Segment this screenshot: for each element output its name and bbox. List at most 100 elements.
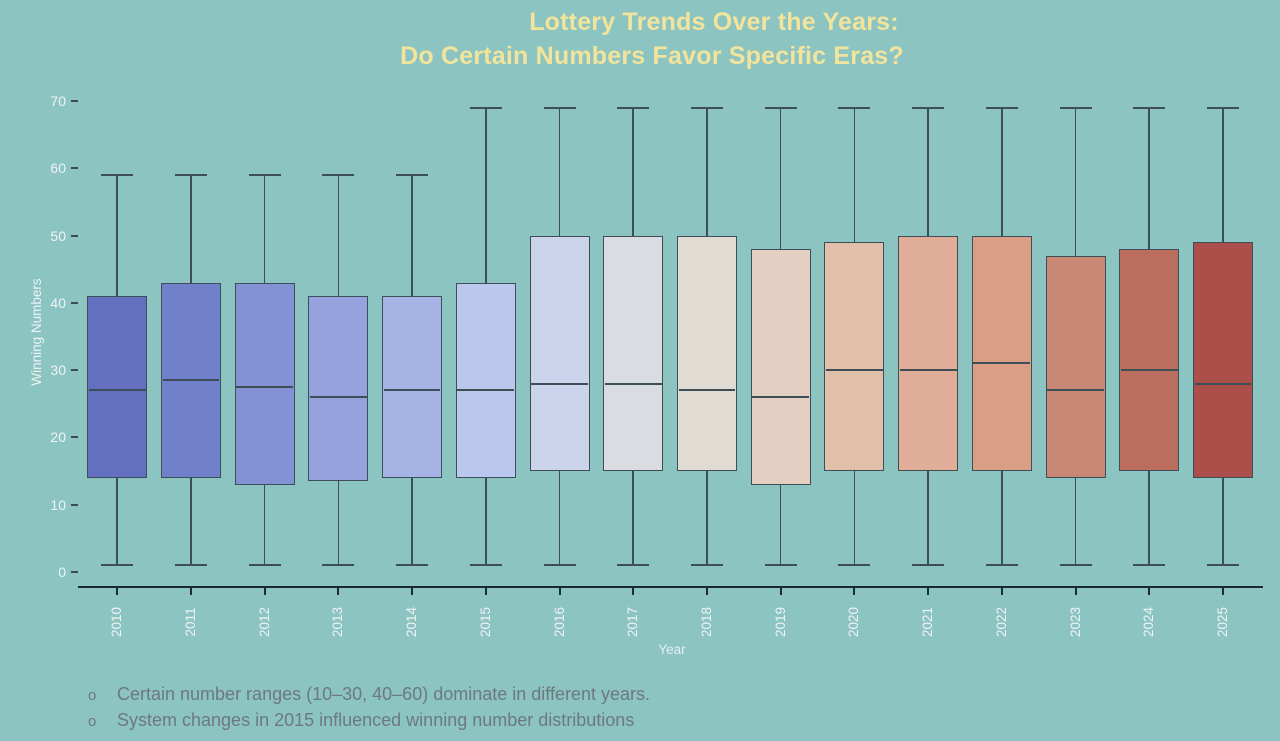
whisker-cap-top-2014 <box>396 174 429 176</box>
box-2018 <box>676 235 737 472</box>
median-2023 <box>1047 389 1104 392</box>
median-2014 <box>383 389 441 392</box>
whisker-cap-top-2012 <box>248 174 281 176</box>
x-tick-mark-2017 <box>632 588 635 595</box>
median-2022 <box>973 362 1031 365</box>
median-2024 <box>1120 369 1178 372</box>
x-tick-mark-2011 <box>189 588 192 595</box>
x-tick-mark-2022 <box>1000 588 1003 595</box>
x-tick-mark-2014 <box>411 588 414 595</box>
x-tick-label-2017: 2017 <box>625 606 641 638</box>
median-2018 <box>678 389 736 392</box>
median-2013 <box>309 396 367 399</box>
y-tick-label: 40 <box>50 294 66 311</box>
x-tick-label-2021: 2021 <box>920 606 936 638</box>
whisker-cap-bottom-2017 <box>617 564 650 567</box>
whisker-cap-top-2022 <box>985 106 1018 109</box>
x-tick-mark-2013 <box>337 588 340 595</box>
x-tick-label-2025: 2025 <box>1215 606 1230 638</box>
box-2014 <box>382 296 443 478</box>
whisker-cap-top-2018 <box>690 106 723 109</box>
x-tick-label-2016: 2016 <box>551 606 567 638</box>
y-tick-mark <box>71 436 78 439</box>
x-axis-label: Year <box>658 642 686 657</box>
x-tick-label-2018: 2018 <box>698 606 714 638</box>
median-2010 <box>88 389 146 392</box>
bullet-icon: o <box>88 713 97 730</box>
x-tick-label-2015: 2015 <box>477 606 493 638</box>
whisker-cap-top-2015 <box>469 106 502 109</box>
x-tick-mark-2020 <box>853 588 856 595</box>
median-2019 <box>752 396 810 399</box>
annotation-line-2: o System changes in 2015 influenced winni… <box>88 710 634 731</box>
whisker-cap-bottom-2022 <box>985 564 1018 567</box>
whisker-cap-bottom-2018 <box>690 564 723 567</box>
y-tick-mark <box>71 503 78 506</box>
x-tick-mark-2019 <box>779 588 782 595</box>
box-2013 <box>308 296 369 482</box>
x-tick-mark-2012 <box>263 588 266 595</box>
y-tick-label: 70 <box>50 93 66 109</box>
y-tick-mark <box>71 167 78 170</box>
x-tick-mark-2021 <box>927 588 930 595</box>
annotation-text: System changes in 2015 influenced winnin… <box>117 710 635 730</box>
chart-title-line-1: Lottery Trends Over the Years: <box>529 8 899 36</box>
x-tick-mark-2023 <box>1074 588 1077 595</box>
x-tick-mark-2010 <box>116 588 119 595</box>
y-tick-mark <box>71 234 78 237</box>
whisker-cap-bottom-2011 <box>174 564 207 567</box>
median-2017 <box>604 382 662 385</box>
whisker-cap-top-2020 <box>838 106 871 109</box>
whisker-cap-bottom-2021 <box>912 564 945 567</box>
whisker-cap-top-2019 <box>764 106 797 109</box>
x-tick-mark-2018 <box>705 588 708 595</box>
median-2015 <box>457 389 515 392</box>
box-2010 <box>87 296 148 478</box>
box-2016 <box>529 235 590 472</box>
annotation-line-1: o Certain number ranges (10–30, 40–60) do… <box>88 684 650 705</box>
y-tick-label: 50 <box>50 227 66 244</box>
y-tick-label: 0 <box>58 564 66 580</box>
y-tick-mark <box>71 369 78 372</box>
whisker-cap-bottom-2019 <box>764 564 797 567</box>
x-tick-label-2024: 2024 <box>1141 606 1157 638</box>
y-axis-label: Winning Numbers <box>29 278 44 386</box>
annotation-text: Certain number ranges (10–30, 40–60) dom… <box>117 684 650 704</box>
bullet-icon: o <box>88 687 97 704</box>
box-2025 <box>1193 242 1253 478</box>
whisker-cap-bottom-2012 <box>248 564 281 567</box>
x-axis-line <box>78 586 1263 588</box>
y-tick-mark <box>71 100 78 102</box>
x-tick-label-2022: 2022 <box>993 606 1009 638</box>
whisker-cap-top-2016 <box>543 106 576 109</box>
y-tick-mark <box>71 571 78 573</box>
x-tick-mark-2015 <box>484 588 487 595</box>
x-tick-label-2012: 2012 <box>256 606 272 638</box>
x-tick-label-2011: 2011 <box>182 607 198 637</box>
y-tick-mark <box>71 301 78 304</box>
whisker-cap-bottom-2010 <box>101 564 134 567</box>
median-2016 <box>531 382 588 385</box>
whisker-cap-top-2011 <box>174 174 207 176</box>
median-2011 <box>162 379 220 382</box>
x-tick-label-2020: 2020 <box>846 606 862 638</box>
whisker-cap-top-2010 <box>101 174 134 176</box>
y-tick-label: 30 <box>50 362 66 379</box>
whisker-cap-bottom-2020 <box>838 564 871 567</box>
y-tick-label: 10 <box>50 496 66 513</box>
x-tick-label-2014: 2014 <box>404 606 420 638</box>
y-tick-label: 20 <box>50 429 66 446</box>
median-2021 <box>899 369 957 372</box>
whisker-cap-top-2023 <box>1059 106 1092 109</box>
box-2017 <box>603 235 664 472</box>
whisker-cap-bottom-2024 <box>1133 564 1166 567</box>
whisker-cap-top-2025 <box>1207 106 1239 109</box>
x-tick-mark-2016 <box>558 588 561 595</box>
y-tick-label: 60 <box>50 160 66 177</box>
whisker-cap-top-2017 <box>617 106 650 109</box>
chart-title-line-2: Do Certain Numbers Favor Specific Eras? <box>400 42 904 70</box>
box-2015 <box>455 282 516 478</box>
whisker-cap-top-2013 <box>322 174 355 176</box>
whisker-cap-top-2024 <box>1133 106 1166 109</box>
